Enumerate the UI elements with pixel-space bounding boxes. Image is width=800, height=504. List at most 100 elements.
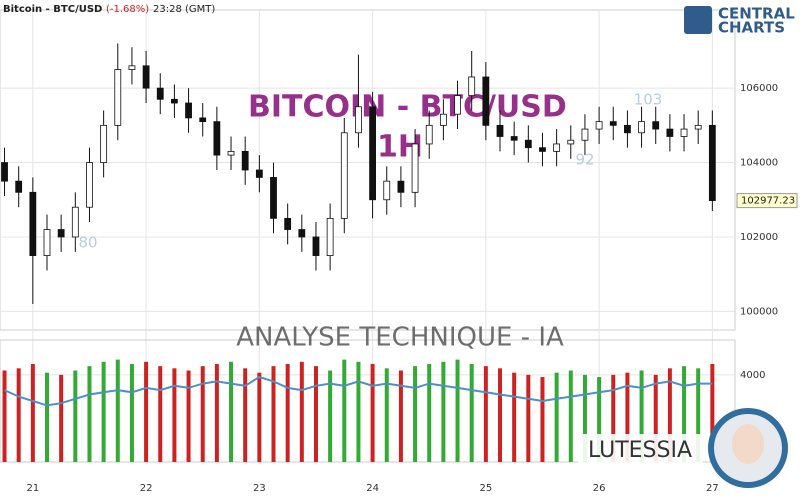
- volume-bar: [398, 370, 403, 462]
- brand: LUTESSIA: [588, 438, 692, 463]
- x-tick-label: 24: [366, 483, 379, 494]
- last-price-label: 102977.23: [741, 196, 795, 207]
- candle-body: [482, 76, 490, 126]
- candle-body: [142, 65, 150, 89]
- volume-bar: [257, 372, 262, 462]
- volume-bar: [2, 370, 7, 462]
- candle-body: [114, 69, 122, 126]
- volume-bar: [285, 363, 290, 462]
- volume-bar: [455, 359, 460, 462]
- x-tick-label: 22: [140, 483, 153, 494]
- volume-bar: [59, 374, 64, 462]
- candle-body: [128, 65, 136, 70]
- candle-body: [29, 191, 37, 256]
- volume-bar: [243, 368, 248, 462]
- volume-bar: [144, 361, 149, 462]
- candle-body: [666, 128, 674, 137]
- volume-bar: [611, 374, 616, 462]
- volume-bar: [342, 359, 347, 462]
- volume-bar: [299, 361, 304, 462]
- watermark-title: BITCOIN - BTC/USD: [248, 90, 567, 125]
- volume-bar: [186, 370, 191, 462]
- candle-body: [595, 121, 603, 130]
- y-tick-label: 100000: [740, 306, 778, 317]
- plot: 80 92 103 102977.23: [1, 43, 798, 462]
- volume-bar: [639, 370, 644, 462]
- avatar-face: [732, 424, 764, 464]
- candle-body: [383, 180, 391, 201]
- candle-body: [312, 236, 320, 256]
- candle-body: [581, 128, 589, 141]
- volume-bar: [682, 366, 687, 462]
- x-tick-label: 27: [706, 483, 719, 494]
- score-label: 103: [634, 91, 663, 109]
- candle-body: [1, 162, 8, 182]
- x-tick-label: 25: [479, 483, 492, 494]
- candle-body: [524, 139, 532, 149]
- volume-bar: [200, 366, 205, 462]
- logo-bottom: CHARTS: [718, 19, 785, 37]
- candle-body: [71, 206, 79, 238]
- volume-bar: [129, 363, 134, 462]
- volume-bar: [597, 377, 602, 462]
- candle-body: [397, 180, 405, 193]
- candle-body: [694, 124, 702, 130]
- volume-bar: [498, 368, 503, 462]
- volume-bar: [696, 368, 701, 462]
- candle-body: [708, 124, 716, 202]
- candle-body: [609, 121, 617, 126]
- candle-body: [369, 106, 376, 201]
- candle-body: [298, 229, 306, 238]
- candle-body: [652, 121, 660, 130]
- candle-body: [355, 106, 362, 134]
- volume-bar: [101, 361, 106, 462]
- volume-bar: [653, 374, 658, 462]
- logo-icon: [684, 6, 712, 34]
- volume-bar: [313, 366, 318, 462]
- candle-body: [680, 128, 688, 137]
- candle-body: [156, 87, 164, 100]
- volume-bar: [427, 363, 432, 462]
- volume-bar: [384, 368, 389, 462]
- volume-bar: [44, 372, 49, 462]
- volume-bar: [441, 361, 446, 462]
- volume-bar: [328, 370, 333, 462]
- x-tick-label: 21: [26, 483, 39, 494]
- candle-body: [171, 98, 178, 104]
- candle-body: [624, 124, 631, 134]
- volume-bar: [667, 368, 672, 462]
- volume-bar: [554, 372, 559, 462]
- candle-body: [241, 150, 249, 171]
- y-tick-label: 102000: [740, 232, 778, 243]
- candle-body: [567, 139, 575, 145]
- candle-body: [227, 150, 235, 156]
- volume-bar: [710, 363, 715, 462]
- volume-ma-line: [4, 375, 713, 407]
- volume-bar: [73, 370, 78, 462]
- volume-bar: [214, 363, 219, 462]
- watermark-subtitle: ANALYSE TECHNIQUE - IA: [236, 323, 564, 353]
- volume-bar: [469, 363, 474, 462]
- candle-body: [100, 124, 108, 163]
- candle-body: [411, 143, 419, 193]
- volume-bar: [540, 377, 545, 462]
- volume-bar: [413, 366, 418, 462]
- candle-body: [284, 217, 292, 230]
- y-tick-label: 106000: [740, 83, 778, 94]
- candle-body: [468, 76, 476, 96]
- brand-box: [578, 434, 703, 464]
- volume-bar: [512, 372, 517, 462]
- volume-bar: [158, 366, 163, 462]
- volume-bar: [16, 368, 21, 462]
- header-time: 23:28 (GMT): [153, 4, 215, 15]
- last-price-box: [736, 193, 798, 209]
- volume-bar: [271, 366, 276, 462]
- volume-bar: [582, 374, 587, 462]
- x-tick-label: 26: [593, 483, 606, 494]
- candle-body: [255, 169, 263, 178]
- candle-body: [553, 143, 561, 152]
- y-tick-label: 104000: [740, 158, 778, 169]
- candle-body: [638, 121, 645, 134]
- candle-body: [425, 124, 433, 145]
